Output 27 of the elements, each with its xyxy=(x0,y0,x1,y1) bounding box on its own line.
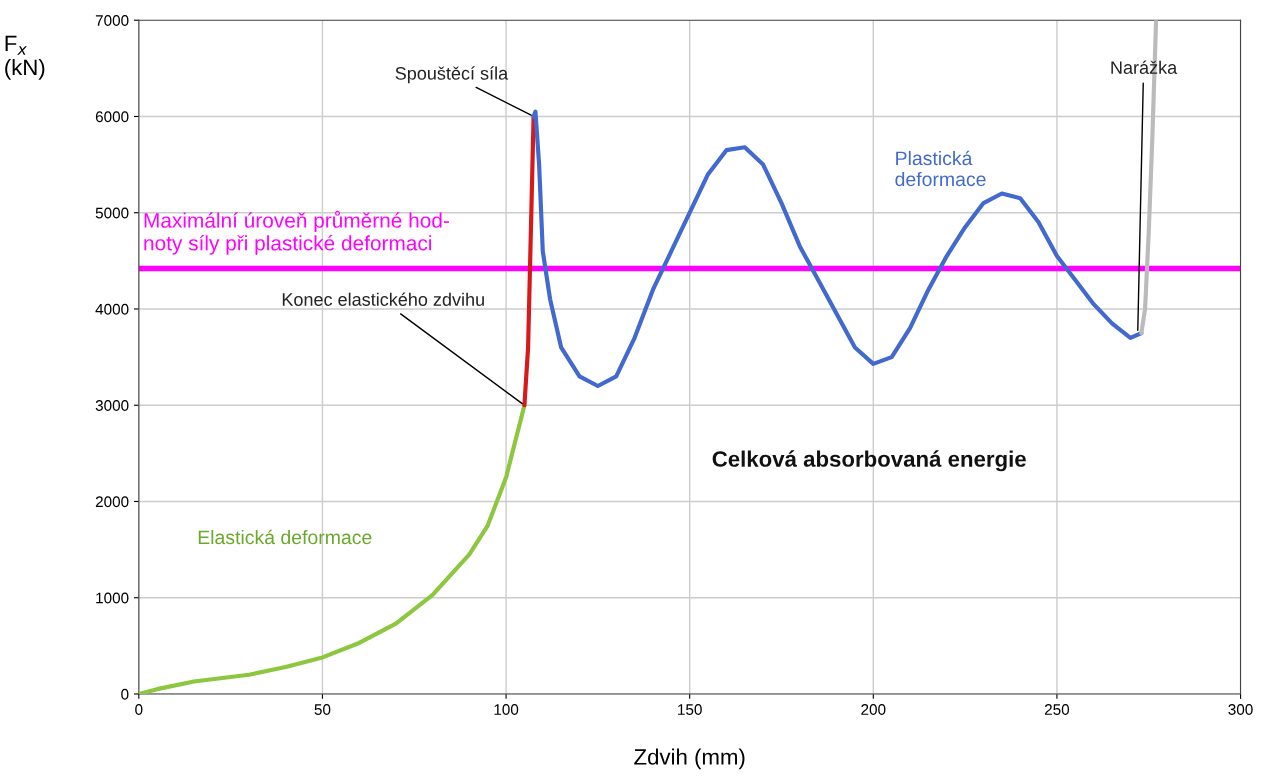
y-axis-title: F$_{x}$ (kN) xyxy=(5,35,45,80)
y-tick-label: 7000 xyxy=(95,15,129,26)
annotation: Narážka xyxy=(1111,60,1178,74)
x-axis-title: Zdvih (mm) xyxy=(634,748,745,770)
x-tick-label: 200 xyxy=(861,704,886,715)
y-tick-label: 4000 xyxy=(95,303,129,315)
ref-line-label: Maximální úroveň průměrné hod- noty síly při plastické deformaci xyxy=(144,210,449,255)
y-tick-label: 0 xyxy=(121,688,129,700)
y-tick-label: 3000 xyxy=(95,400,129,411)
y-tick-label: 6000 xyxy=(95,111,129,123)
annotation: Elastická deformace xyxy=(198,529,372,545)
annotation: Celková absorbovaná energie xyxy=(712,450,1026,472)
line-series xyxy=(522,114,536,408)
x-tick-label: 300 xyxy=(1228,704,1253,715)
annotation: Spouštěcí síla xyxy=(395,66,509,84)
line-series xyxy=(138,403,527,694)
x-tick-label: 100 xyxy=(494,704,519,715)
x-tick-label: 250 xyxy=(1044,704,1070,715)
y-tick-label: 1000 xyxy=(96,592,129,604)
x-tick-label: 0 xyxy=(135,704,143,715)
annotation: Plastická deformace xyxy=(895,150,986,187)
annotation: Konec elastického zdvihu xyxy=(282,292,484,306)
y-tick-label: 2000 xyxy=(95,496,129,508)
x-tick-label: 150 xyxy=(678,704,702,715)
y-tick-label: 5000 xyxy=(95,207,129,219)
x-tick-label: 50 xyxy=(314,704,331,715)
line-series xyxy=(531,109,1144,389)
